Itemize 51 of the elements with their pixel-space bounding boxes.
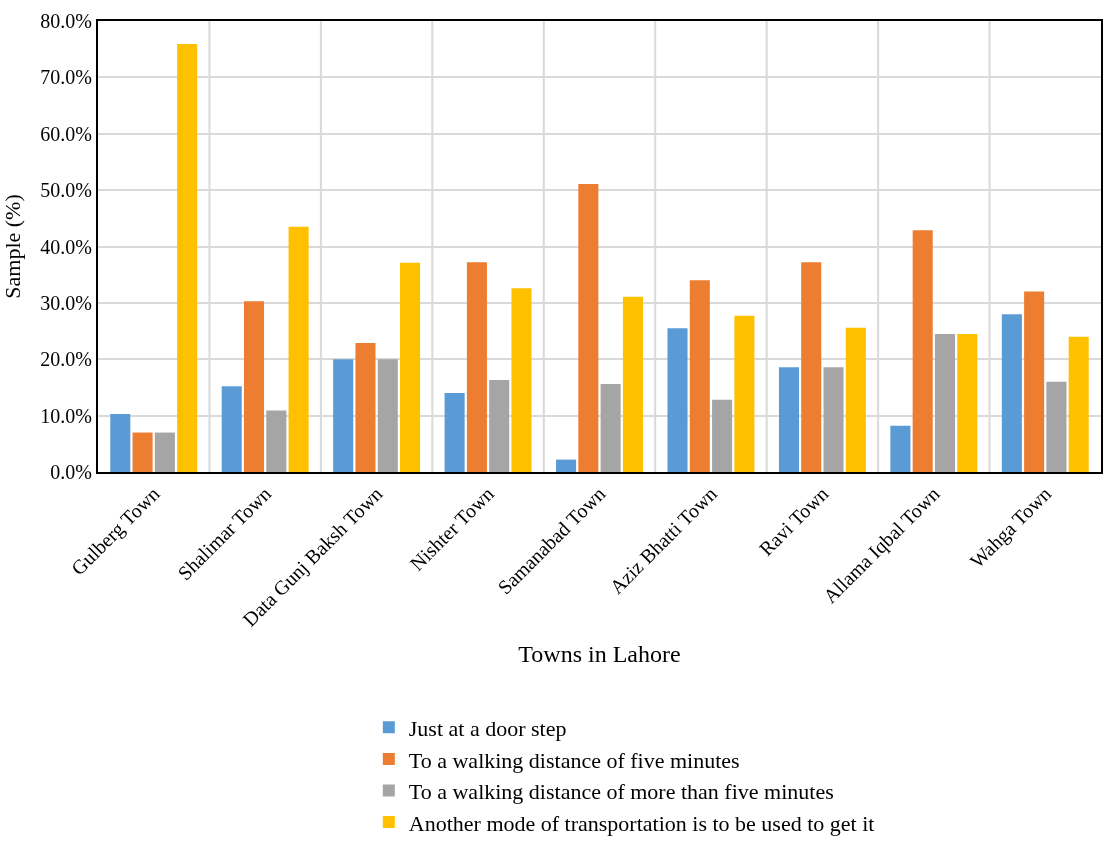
bar [1024,291,1045,472]
bar [957,333,978,472]
y-tick-label: 30.0% [40,291,92,314]
bar [177,44,198,472]
bar [132,432,153,472]
legend-label: Just at a door step [408,715,567,741]
bar [778,367,799,472]
bar [511,288,532,472]
bar [489,380,510,472]
bar [912,230,933,472]
bar [154,432,175,472]
y-tick-label: 40.0% [40,235,92,258]
bar [1001,314,1022,472]
bar [712,399,733,472]
bar [823,367,844,472]
bar [556,459,577,472]
y-tick-label: 20.0% [40,348,92,371]
y-tick-label: 50.0% [40,179,92,202]
bar [934,333,956,472]
bar [243,301,265,472]
bar [689,280,710,472]
y-tick-label: 10.0% [40,404,92,427]
bar [466,262,487,472]
bar [734,315,755,472]
bar [288,226,309,472]
bar [667,328,688,472]
y-tick-label: 80.0% [40,10,92,32]
bar [890,425,911,472]
legend-label: Another mode of transportation is to be used to get it [408,810,875,836]
bar [333,359,354,472]
bar [110,413,131,472]
y-tick-label: 60.0% [40,122,92,145]
bar [600,384,621,472]
bar [622,296,643,472]
bar [1068,336,1089,472]
bar [801,262,822,472]
bar [400,262,421,472]
bar [221,386,242,472]
x-axis-title: Towns in Lahore [518,641,681,668]
legend-label: To a walking distance of more than five minutes [408,779,834,805]
bar [444,393,465,472]
y-tick-label: 70.0% [40,66,92,89]
bar [266,410,287,472]
bar [377,359,398,472]
bar [355,342,376,472]
legend-label: To a walking distance of five minutes [408,747,740,773]
bar [845,327,866,472]
bar [1046,381,1067,472]
bar [578,183,599,472]
y-axis-title: Sample (%) [0,194,25,299]
y-tick-label: 0.0% [50,461,92,483]
